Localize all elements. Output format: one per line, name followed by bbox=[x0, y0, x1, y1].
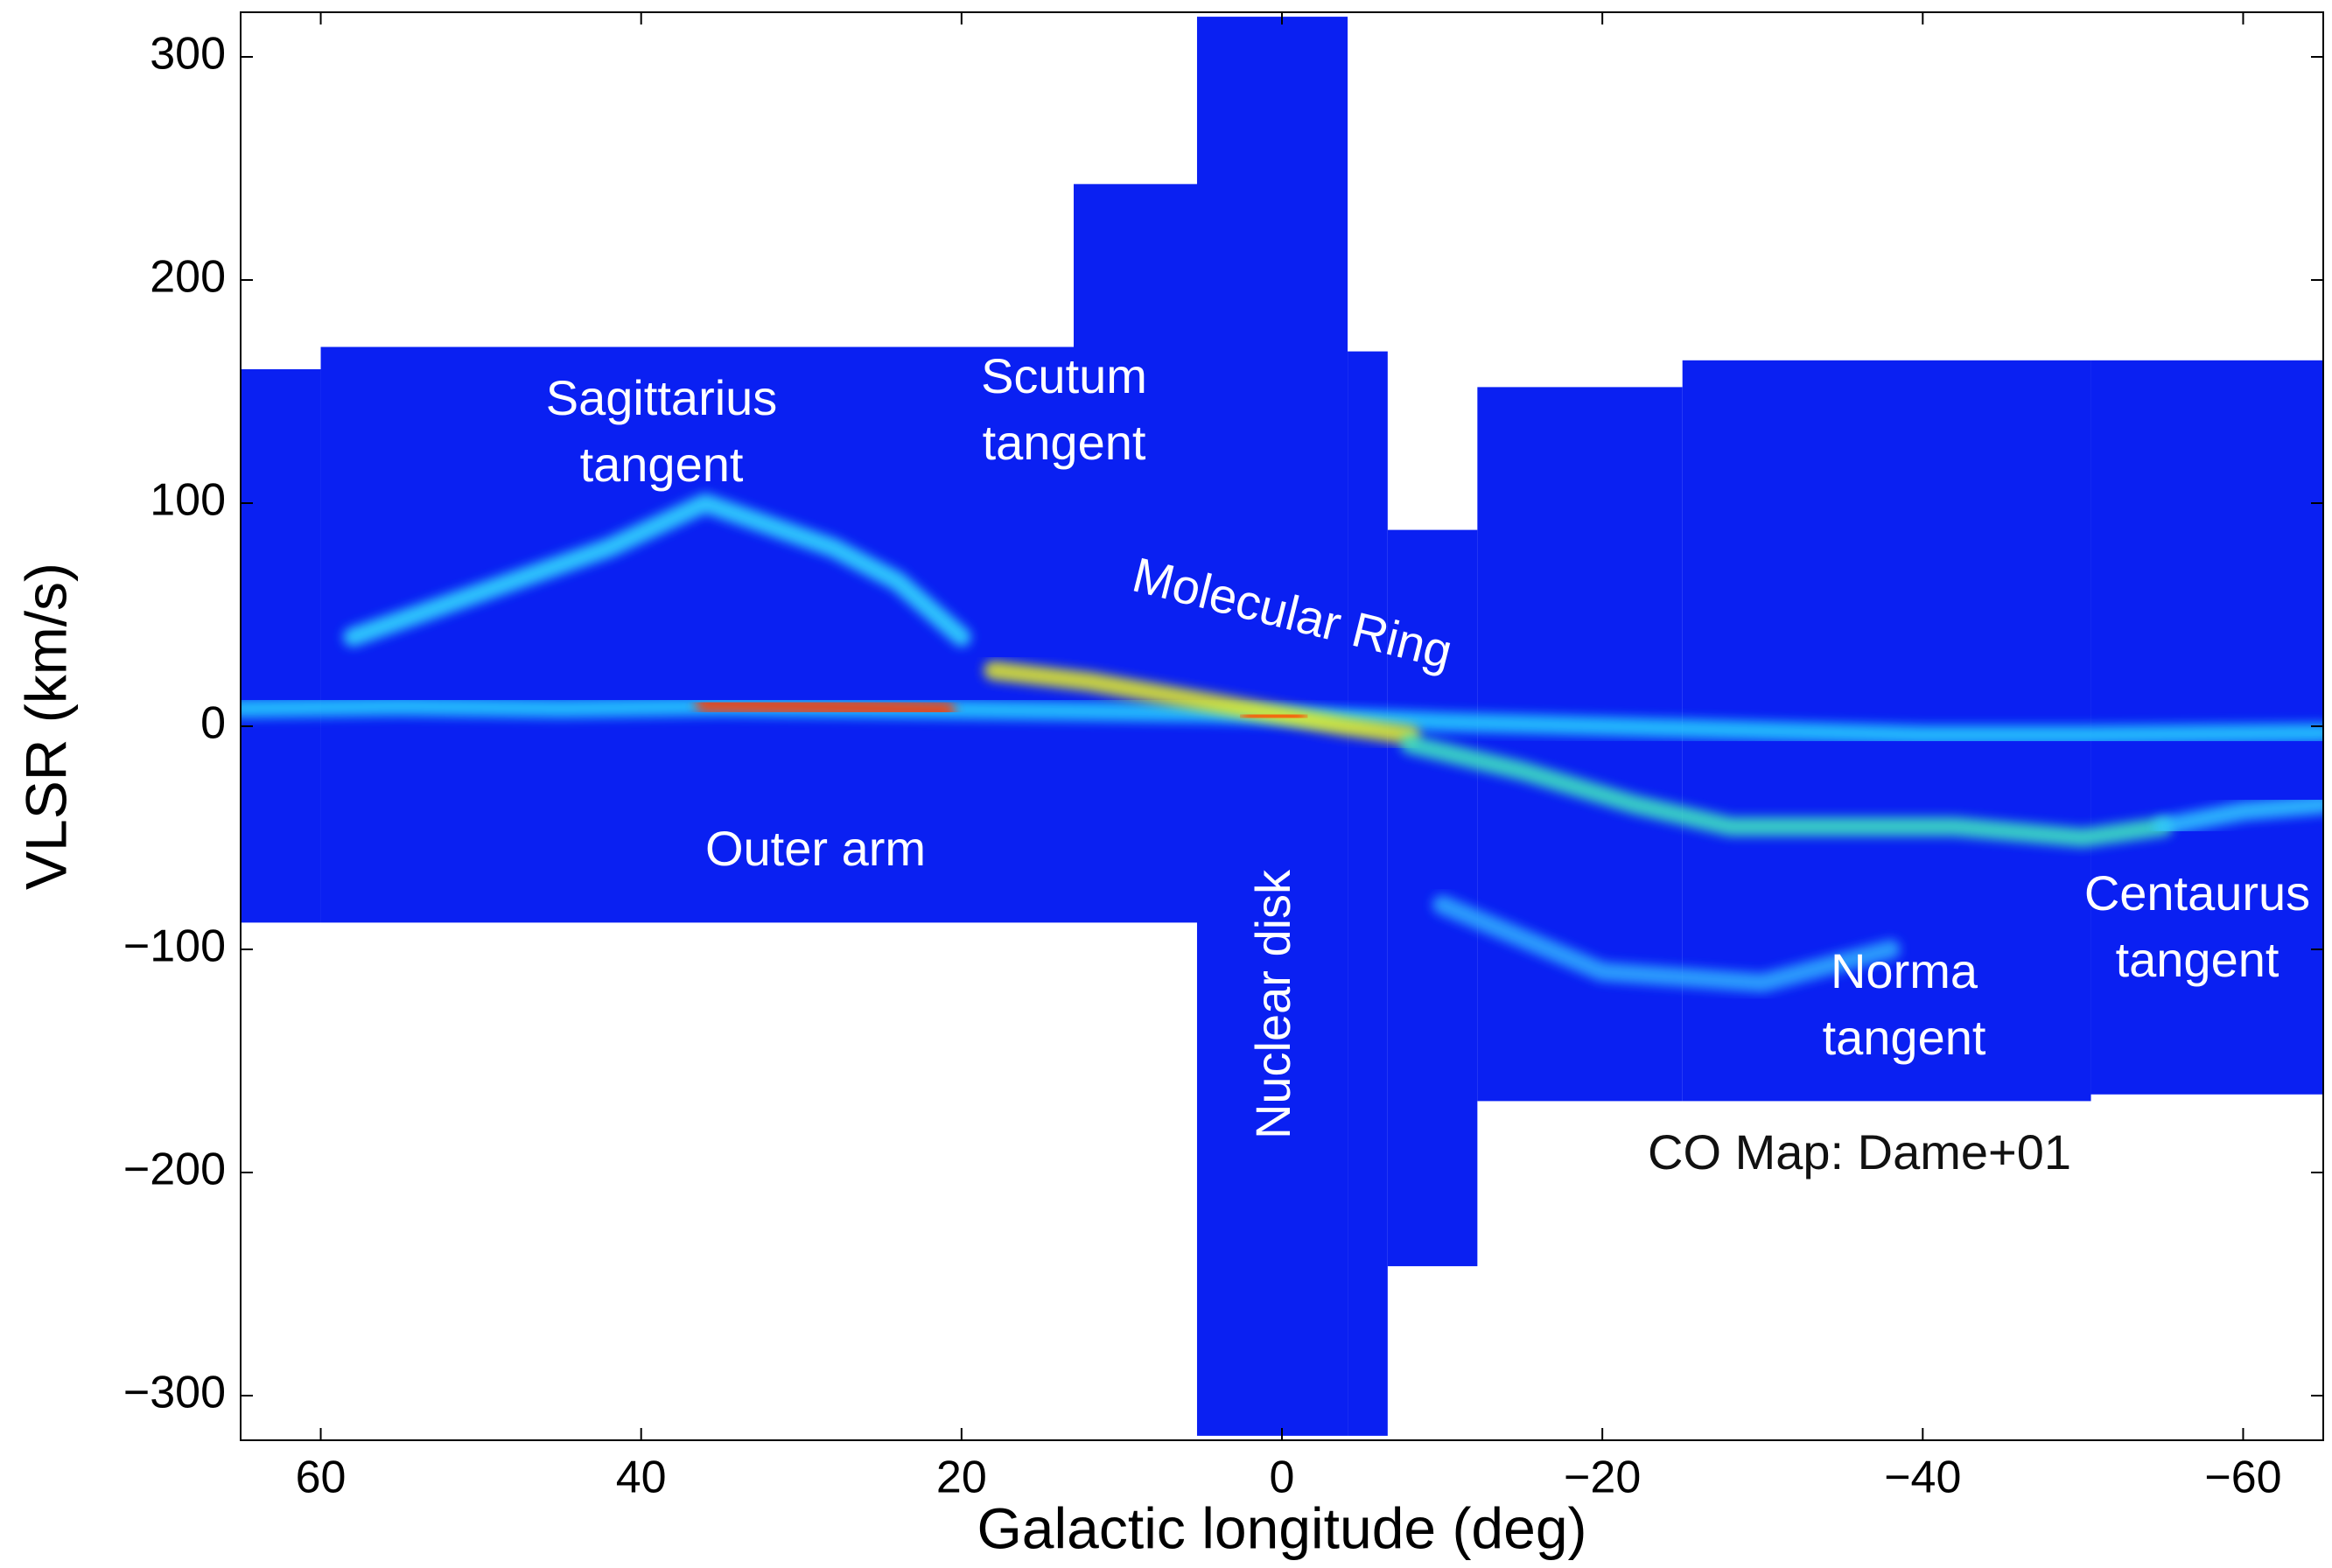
annotation: tangent bbox=[1823, 1010, 1986, 1065]
x-tick-label: −20 bbox=[1564, 1452, 1641, 1503]
coverage-region bbox=[1387, 529, 1478, 1267]
x-tick-label: −60 bbox=[2204, 1452, 2281, 1503]
map-area bbox=[241, 17, 2323, 1436]
annotation: tangent bbox=[983, 415, 1146, 470]
annotation: CO Map: Dame+01 bbox=[1648, 1124, 2071, 1180]
coverage-region bbox=[1477, 387, 1683, 1102]
y-tick-label: −300 bbox=[123, 1368, 226, 1418]
coverage-region bbox=[241, 369, 321, 923]
y-axis-label: VLSR (km/s) bbox=[13, 563, 78, 890]
emission-ridge bbox=[1432, 895, 1901, 993]
y-tick-label: 300 bbox=[150, 29, 226, 80]
x-tick-label: −40 bbox=[1884, 1452, 1961, 1503]
annotation: Sagittarius bbox=[546, 370, 778, 425]
x-tick-label: 0 bbox=[1270, 1452, 1295, 1503]
emission-ridge bbox=[984, 661, 1420, 746]
annotation: tangent bbox=[580, 437, 744, 492]
x-axis-label: Galactic longitude (deg) bbox=[977, 1495, 1586, 1560]
x-tick-label: 20 bbox=[936, 1452, 987, 1503]
y-tick-label: 200 bbox=[150, 252, 226, 303]
coverage-region bbox=[1348, 351, 1388, 1436]
emission-ridge bbox=[695, 694, 956, 721]
annotation: Nuclear disk bbox=[1245, 869, 1300, 1139]
y-tick-label: 100 bbox=[150, 475, 226, 526]
emission-ridge bbox=[1400, 734, 2173, 848]
x-tick-label: 40 bbox=[616, 1452, 667, 1503]
emission-ridge bbox=[343, 494, 971, 647]
x-tick-label: 60 bbox=[296, 1452, 347, 1503]
coverage-region bbox=[1074, 184, 1202, 923]
y-tick-label: 0 bbox=[200, 698, 226, 749]
annotation: Scutum bbox=[981, 348, 1147, 403]
annotation: Outer arm bbox=[705, 821, 926, 876]
annotation: tangent bbox=[2116, 932, 2279, 987]
emission-ridge bbox=[2153, 794, 2323, 836]
y-tick-label: −100 bbox=[123, 921, 226, 972]
y-tick-label: −200 bbox=[123, 1144, 226, 1195]
annotation: Norma bbox=[1831, 943, 1978, 998]
annotation: Centaurus bbox=[2084, 865, 2310, 920]
